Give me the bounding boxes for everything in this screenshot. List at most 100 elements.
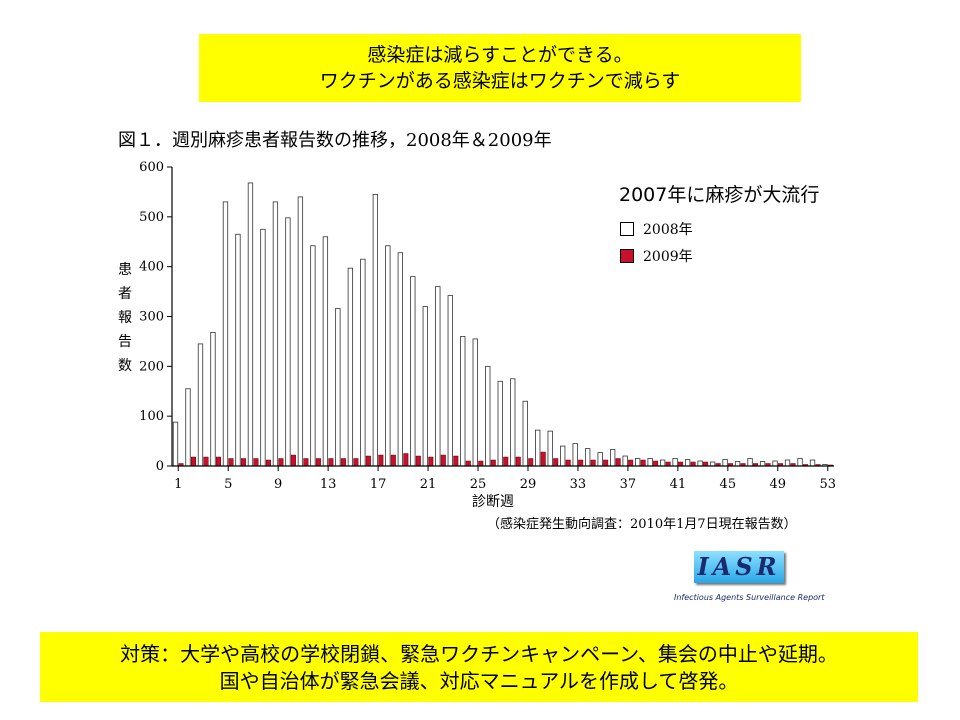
bar-2008 [797,458,803,467]
x-tick-label: 29 [520,477,537,492]
legend-item-2008: 2008年 [620,219,693,239]
bar-2008 [585,448,591,467]
y-tick-label: 100 [139,409,164,424]
bar-2009 [428,456,434,467]
x-tick-label: 21 [420,477,437,492]
bar-2008 [734,461,741,467]
bar-2008 [285,217,291,467]
bar-2008 [560,445,566,467]
bar-2008 [460,336,466,467]
bar-2009 [203,456,209,467]
bar-2009 [378,454,384,467]
legend-label-2008: 2008年 [643,222,693,238]
bar-2008 [572,443,578,467]
bar-2008 [784,459,791,467]
bar-2009 [390,454,396,467]
bar-2008 [547,430,553,467]
bar-2009 [578,459,584,467]
x-tick-label: 5 [224,477,232,492]
bar-2008 [385,245,391,467]
bar-2009 [540,451,546,467]
bar-2009 [190,456,196,467]
bar-2009 [640,459,646,467]
x-tick-label: 41 [670,477,687,492]
bar-2009 [628,459,634,467]
bar-2009 [328,458,334,467]
x-tick-label: 33 [570,477,587,492]
bar-2009 [290,454,296,467]
bar-2008 [647,458,653,467]
bar-2009 [453,455,459,467]
bar-2009 [478,460,484,467]
x-tick-label: 37 [620,477,637,492]
bar-2008 [222,201,229,467]
bar-2008 [535,429,541,467]
bar-2008 [210,332,216,467]
bar-2009 [653,460,659,467]
y-tick-label: 300 [139,310,164,325]
x-tick-label: 49 [770,477,787,492]
bar-2009 [253,458,259,467]
bar-2008 [634,458,641,467]
bar-2009 [315,458,321,467]
iasr-logo: IASR [694,551,784,583]
bar-2009 [265,459,271,467]
bar-2008 [672,458,678,467]
x-tick-label: 25 [470,477,487,492]
legend-swatch-2008 [620,222,634,236]
bar-2008 [297,196,304,467]
chart-title: 図１．週別麻疹患者報告数の推移，2008年＆2009年 [118,130,552,151]
bar-2009 [528,458,534,467]
bar-2008 [447,295,453,467]
bar-2008 [497,380,503,467]
bar-2008 [610,449,616,467]
top-banner: 感染症は減らすことができる。 ワクチンがある感染症はワクチンで減らす [199,34,801,102]
y-tick-label: 0 [156,459,164,474]
legend-label-2009: 2009年 [643,249,693,265]
bar-2009 [565,459,571,467]
epidemic-annotation: 2007年に麻疹が大流行 [619,184,820,206]
bar-2008 [722,459,728,467]
bar-2009 [490,459,496,467]
bar-2008 [622,455,628,467]
bar-2008 [335,308,341,467]
bar-2008 [410,276,416,467]
x-tick-label: 9 [274,477,282,492]
bar-2008 [472,338,478,467]
bottom-banner-line-2: 国や自治体が緊急会議、対応マニュアルを作成して啓発。 [219,669,739,693]
x-tick-label: 1 [174,477,182,492]
x-tick-label: 17 [370,477,387,492]
bar-2008 [772,460,778,467]
bar-2008 [185,388,191,467]
bar-2008 [659,459,666,467]
bar-2009 [403,453,409,467]
y-tick-label: 400 [139,260,164,275]
bar-2008 [372,194,378,467]
y-tick-label: 600 [139,160,164,175]
legend-item-2009: 2009年 [620,246,693,266]
bar-2009 [215,456,221,467]
bar-2008 [684,459,691,467]
y-tick-label: 500 [139,210,164,225]
source-note: （感染症発生動向調査：2010年1月7日現在報告数） [487,517,797,532]
x-tick-label: 45 [720,477,737,492]
bar-2008 [510,378,516,467]
bar-2009 [353,458,359,467]
legend-swatch-2009 [620,249,634,263]
bar-2009 [603,459,609,467]
bar-2009 [590,459,596,467]
bar-2008 [310,245,316,467]
bar-2009 [440,454,446,467]
top-banner-line-2: ワクチンがある感染症はワクチンで減らす [319,70,681,92]
bar-2009 [615,458,621,467]
bottom-banner-line-1: 対策：大学や高校の学校閉鎖、緊急ワクチンキャンペーン、集会の中止や延期。 [120,642,838,666]
bar-2009 [340,458,346,467]
bar-2008 [272,201,279,467]
bar-2008 [522,400,528,467]
y-axis-label: 患者報告数 [118,262,132,374]
bar-2009 [365,455,371,467]
iasr-logo-caption: Infectious Agents Surveillance Report [674,593,825,602]
bar-2008 [322,236,329,467]
bar-2009 [415,455,421,467]
